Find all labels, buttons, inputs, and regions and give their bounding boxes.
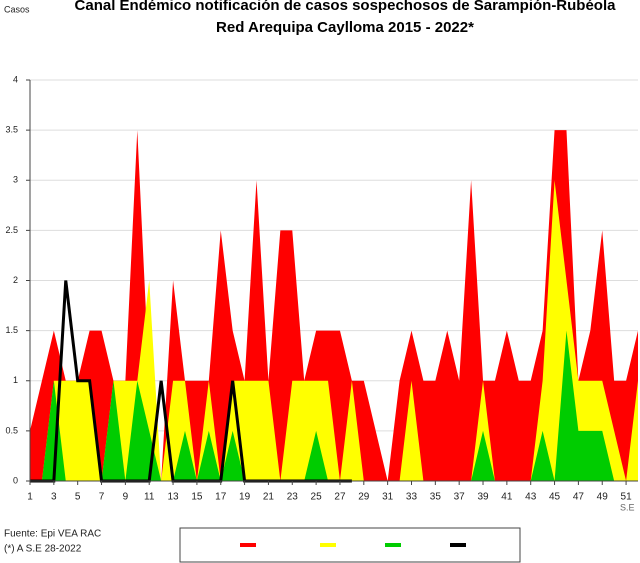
x-tick-label: 27: [334, 492, 346, 503]
x-tick-label: 9: [123, 492, 129, 503]
x-tick-label: 19: [239, 492, 251, 503]
x-tick-label: 25: [311, 492, 323, 503]
y-tick-label: 0: [13, 475, 18, 485]
x-tick-label: 51: [621, 492, 633, 503]
chart-subtitle: Red Arequipa Caylloma 2015 - 2022*: [216, 19, 474, 36]
x-tick-label: 11: [144, 492, 155, 503]
x-tick-label: 49: [597, 492, 609, 503]
area: [30, 330, 638, 481]
source: Fuente: Epi VEA RAC: [4, 529, 101, 540]
x-tick-label: 23: [287, 492, 299, 503]
x-tick-label: 41: [501, 492, 513, 503]
y-tick-label: 2.5: [5, 225, 18, 235]
x-tick-label: 33: [406, 492, 418, 503]
x-tick-label: 29: [358, 492, 370, 503]
x-tick-label: 37: [454, 492, 466, 503]
x-tick-label: 45: [549, 492, 561, 503]
area: [30, 180, 638, 481]
x-tick-label: 43: [525, 492, 537, 503]
legend-box: [179, 527, 521, 563]
x-tick-label: 13: [167, 492, 179, 503]
y-tick-label: 3.5: [5, 125, 18, 135]
y-tick-label: 1.5: [5, 325, 18, 335]
x-tick-label: 35: [430, 492, 442, 503]
y-tick-label: 3: [13, 175, 18, 185]
x-tick-label: 47: [573, 492, 585, 503]
legend-swatch: [320, 543, 336, 547]
legend-swatch: [450, 543, 466, 547]
x-tick-label: 5: [75, 492, 81, 503]
x-tick-label: 39: [477, 492, 489, 503]
chart-title: Canal Endémico notificación de casos sos…: [75, 0, 617, 14]
legend-swatch: [385, 543, 401, 547]
x-tick-label: 1: [27, 492, 33, 503]
x-axis-label: S.E: [620, 502, 635, 512]
x-tick-label: 31: [382, 492, 394, 503]
legend-swatch: [240, 543, 256, 547]
x-tick-label: 15: [191, 492, 203, 503]
y-axis-label: Casos: [4, 4, 30, 14]
x-tick-label: 17: [215, 492, 227, 503]
y-tick-label: 0.5: [5, 425, 18, 435]
x-tick-label: 7: [99, 492, 105, 503]
y-tick-label: 2: [13, 275, 18, 285]
note: (*) A S.E 28-2022: [4, 544, 82, 555]
y-tick-label: 1: [13, 375, 18, 385]
x-tick-label: 21: [263, 492, 275, 503]
x-tick-label: 3: [51, 492, 57, 503]
y-tick-label: 4: [13, 74, 18, 84]
